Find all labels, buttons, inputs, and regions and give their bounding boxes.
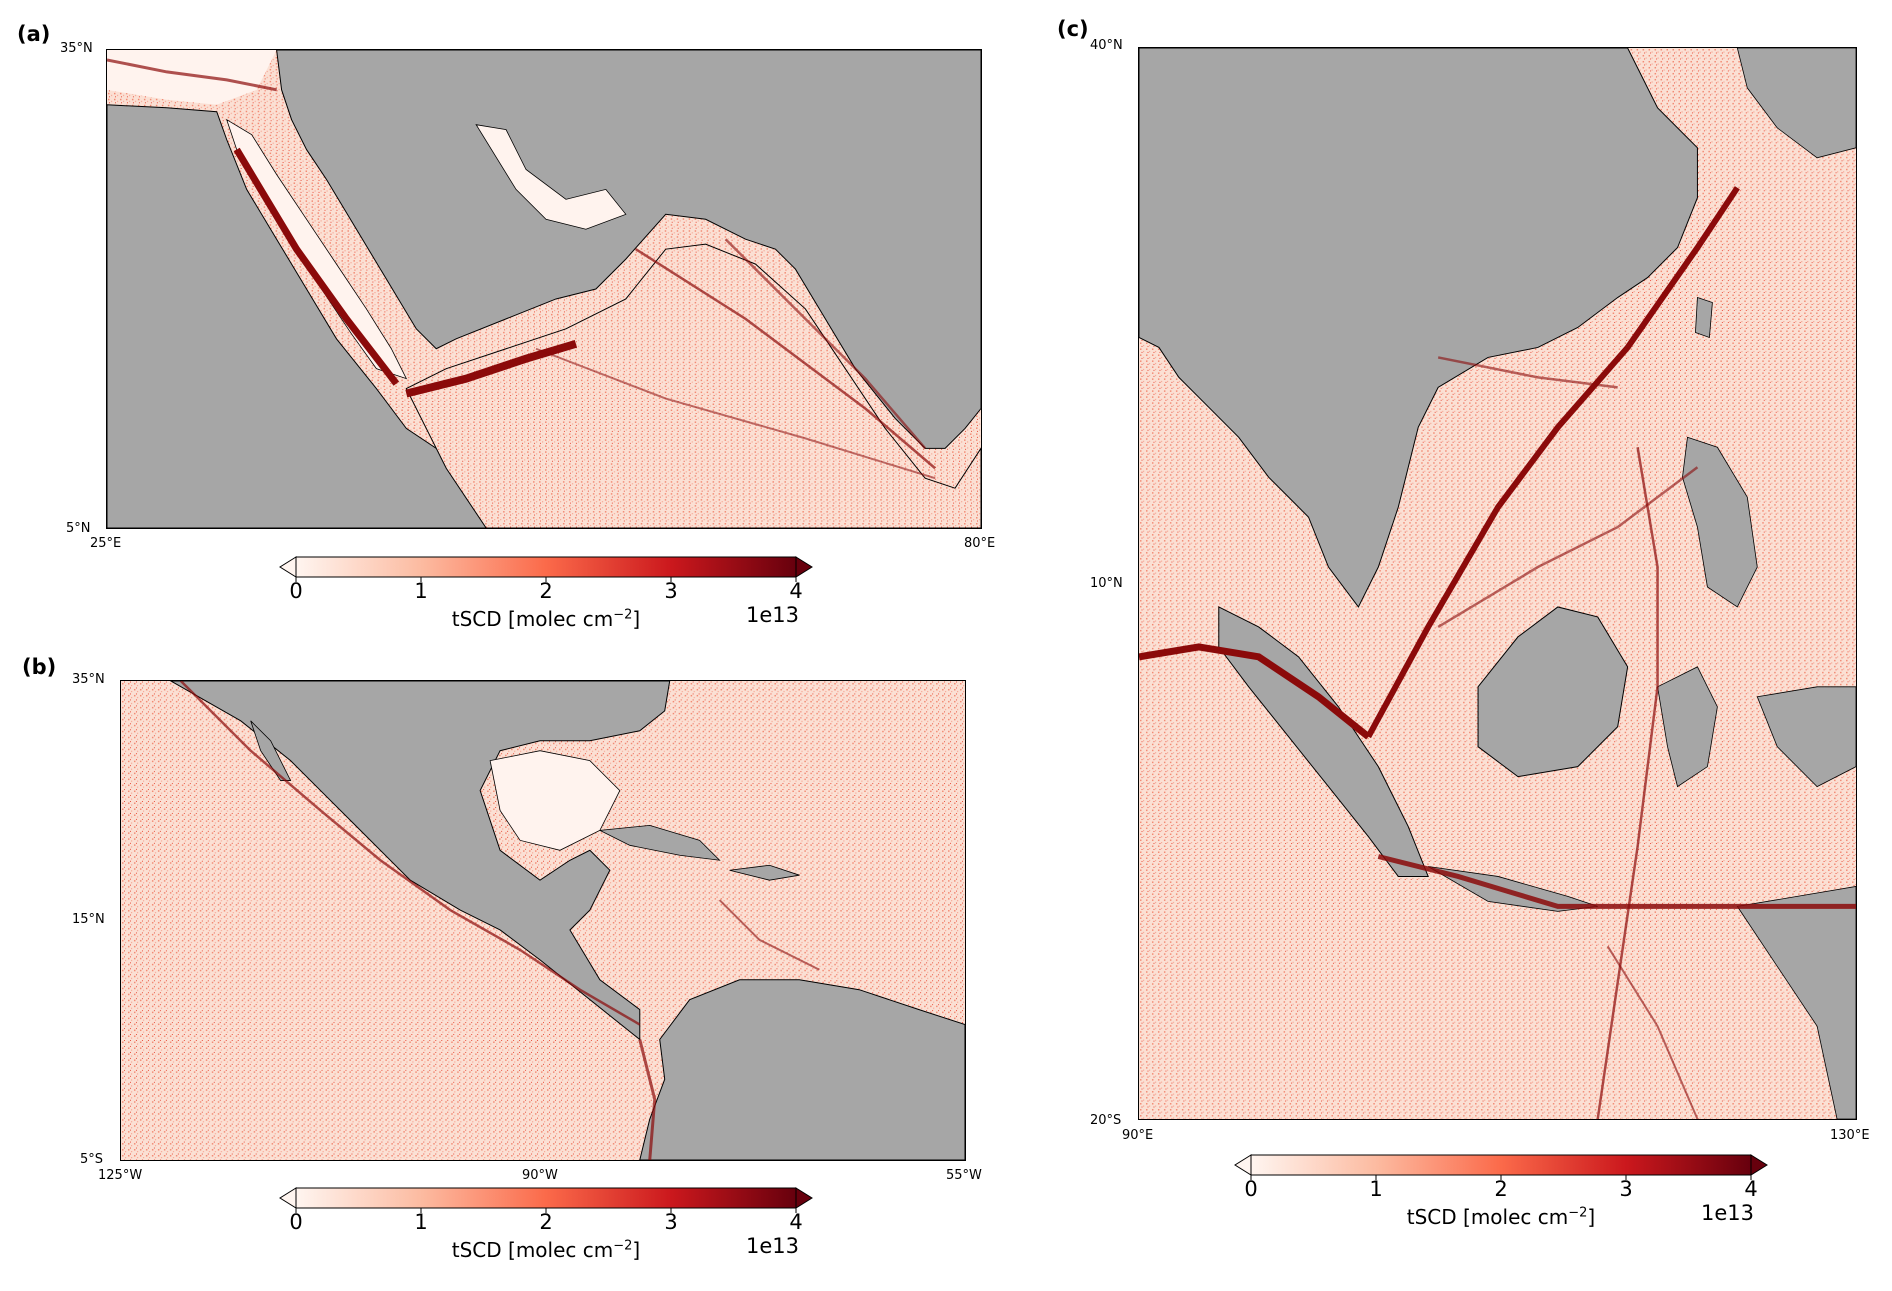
panel-c-lat-tick: 20°S (1090, 1113, 1122, 1128)
panel-c-lon-tick: 90°E (1122, 1128, 1154, 1143)
colorbar-extend-high (795, 556, 813, 578)
colorbar-svg (1234, 1154, 1768, 1180)
colorbar-label: tSCD [molec cm−2] (1406, 1205, 1596, 1229)
land-sumatra (1218, 606, 1429, 877)
colorbar-exponent: 1e13 (746, 1234, 800, 1258)
panel-a-lat-tick: 5°N (66, 521, 91, 536)
colorbar-tick-label: 4 (789, 1210, 803, 1234)
colorbar-gradient (295, 1187, 797, 1209)
ship-tracks (179, 681, 820, 1160)
colorbar-gradient (1250, 1154, 1752, 1176)
colorbar-label: tSCD [molec cm−2] (451, 1238, 641, 1262)
panel-c-lon-tick: 130°E (1830, 1128, 1870, 1143)
ship-tracks (107, 58, 936, 480)
panel-c-lat-tick: 10°N (1090, 576, 1123, 591)
panel-b-lat-tick: 35°N (72, 672, 105, 687)
panel-a-lon-tick: 80°E (964, 536, 996, 551)
colorbar-tick-label: 0 (1244, 1177, 1258, 1201)
panel-b-map (120, 680, 966, 1161)
panel-a-lon-tick: 25°E (90, 536, 122, 551)
panel-a-geo (107, 50, 981, 528)
colorbar-c: 0 1 2 3 4 tSCD [molec cm−2] 1e13 (1233, 1154, 1773, 1245)
land-asia (1139, 48, 1698, 608)
panel-b-geo (121, 681, 965, 1160)
panel-b-lon-tick: 90°W (522, 1168, 558, 1183)
ship-tracks (1139, 186, 1856, 1119)
panel-a-map (106, 49, 982, 529)
panel-b-lat-tick: 5°S (80, 1152, 104, 1167)
colorbar-extend-low (279, 1187, 297, 1209)
colorbar-tick-label: 2 (539, 1210, 553, 1234)
colorbar-b: 0 1 2 3 4 tSCD [molec cm−2] 1e13 (278, 1187, 818, 1278)
colorbar-tick-label: 1 (414, 579, 428, 603)
panel-b-lat-tick: 15°N (72, 912, 105, 927)
panel-c-map (1138, 47, 1857, 1120)
colorbar-tick-label: 3 (664, 579, 678, 603)
colorbar-svg (279, 1187, 813, 1213)
land-borneo (1477, 606, 1629, 778)
panel-b-lon-tick: 55°W (946, 1168, 982, 1183)
colorbar-tick-label: 3 (1619, 1177, 1633, 1201)
land-north-america (169, 681, 671, 1041)
colorbar-tick-label: 0 (289, 1210, 303, 1234)
colorbar-tick-label: 2 (539, 579, 553, 603)
panel-b-lon-tick: 125°W (98, 1168, 143, 1183)
colorbar-extend-low (279, 556, 297, 578)
colorbar-extend-high (1750, 1154, 1768, 1176)
colorbar-label: tSCD [molec cm−2] (451, 607, 641, 631)
colorbar-extend-high (795, 1187, 813, 1209)
panel-c-geo (1139, 48, 1856, 1119)
colorbar-tick-label: 4 (789, 579, 803, 603)
colorbar-exponent: 1e13 (1701, 1201, 1755, 1225)
panel-b-label: (b) (22, 655, 57, 679)
colorbar-extend-low (1234, 1154, 1252, 1176)
colorbar-tick-label: 1 (414, 1210, 428, 1234)
panel-c-label: (c) (1057, 17, 1089, 41)
colorbar-a: 0 1 2 3 4 tSCD [molec cm−2] 1e13 (278, 556, 818, 647)
panel-c-lat-tick: 40°N (1090, 38, 1123, 53)
colorbar-gradient (295, 556, 797, 578)
colorbar-svg (279, 556, 813, 582)
panel-a-lat-tick: 35°N (60, 41, 93, 56)
colorbar-tick-label: 0 (289, 579, 303, 603)
colorbar-tick-label: 3 (664, 1210, 678, 1234)
colorbar-exponent: 1e13 (746, 603, 800, 627)
colorbar-tick-label: 2 (1494, 1177, 1508, 1201)
colorbar-tick-label: 1 (1369, 1177, 1383, 1201)
panel-a-label: (a) (17, 22, 51, 46)
colorbar-tick-label: 4 (1744, 1177, 1758, 1201)
